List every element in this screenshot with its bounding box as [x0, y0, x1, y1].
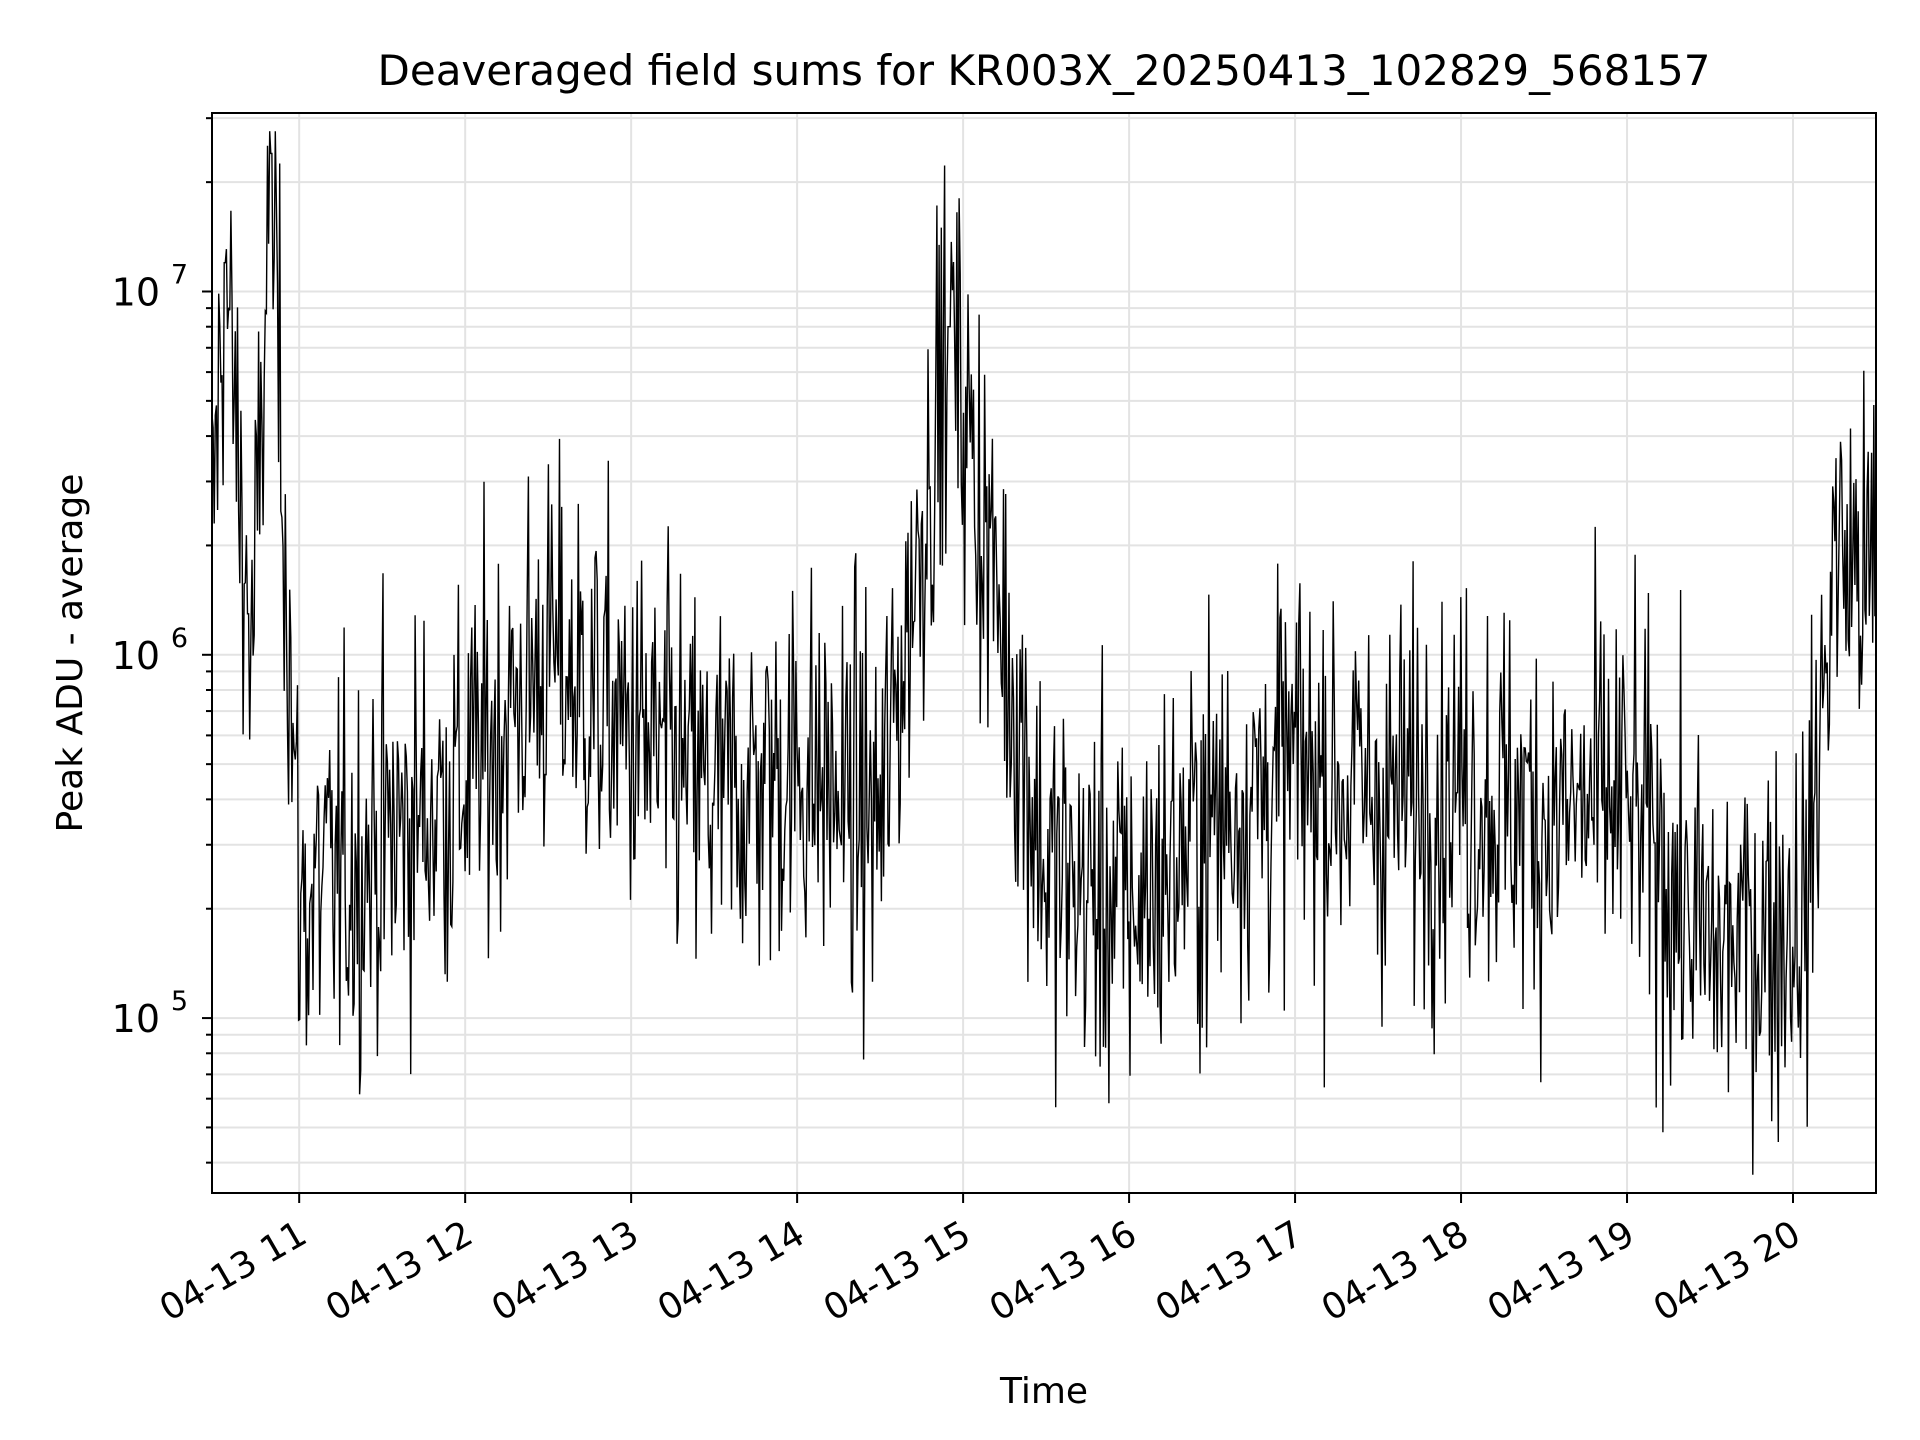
x-axis-label: Time — [999, 1371, 1088, 1412]
data-series — [211, 131, 1877, 1175]
y-tick-exponent: 7 — [171, 260, 188, 291]
y-tick-label: 10 — [112, 997, 160, 1041]
chart-title: Deaveraged field sums for KR003X_2025041… — [378, 46, 1711, 95]
y-axis-label: Peak ADU - average — [50, 474, 91, 833]
plot-frame — [211, 112, 1877, 1194]
y-tick-label: 10 — [112, 634, 160, 678]
series-line — [211, 131, 1877, 1175]
y-tick-exponent: 5 — [171, 986, 188, 1017]
y-tick-exponent: 6 — [171, 623, 188, 654]
y-tick-label: 10 — [112, 271, 160, 315]
